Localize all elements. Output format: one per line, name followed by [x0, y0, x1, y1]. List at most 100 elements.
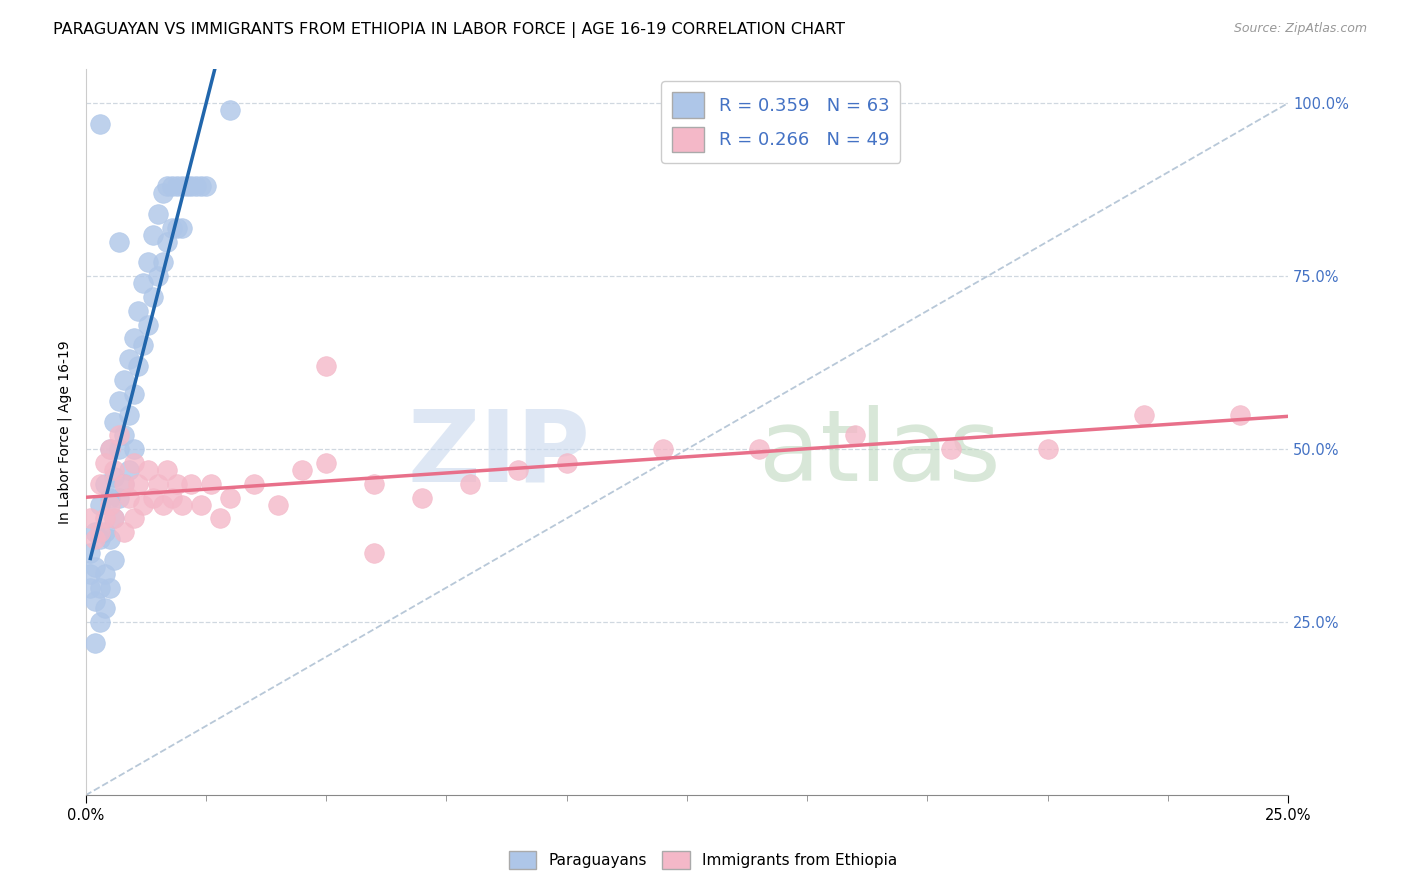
Point [98, 442, 121, 457]
Point [136, 463, 159, 477]
Point [152, 186, 174, 200]
Point [209, 511, 232, 525]
Point [84, 525, 107, 540]
Point [122, 511, 145, 525]
Point [267, 498, 290, 512]
Point [79, 511, 101, 525]
Point [176, 179, 198, 194]
Point [84, 532, 107, 546]
Point [146, 269, 169, 284]
Text: ZIP: ZIP [408, 405, 591, 502]
Point [844, 428, 866, 442]
Point [103, 553, 125, 567]
Point [112, 476, 135, 491]
Point [166, 476, 188, 491]
Point [160, 491, 183, 505]
Point [79, 581, 101, 595]
Point [363, 546, 385, 560]
Point [98, 581, 121, 595]
Point [108, 393, 131, 408]
Point [94, 511, 117, 525]
Point [460, 476, 482, 491]
Point [136, 255, 159, 269]
Point [170, 498, 193, 512]
Point [98, 491, 121, 505]
Point [94, 601, 117, 615]
Point [146, 476, 169, 491]
Point [108, 491, 131, 505]
Point [136, 318, 159, 332]
Point [94, 525, 117, 540]
Point [108, 428, 131, 442]
Point [103, 470, 125, 484]
Point [89, 615, 111, 630]
Point [103, 511, 125, 525]
Point [127, 303, 149, 318]
Point [315, 359, 337, 373]
Point [89, 476, 111, 491]
Point [218, 491, 240, 505]
Point [152, 255, 174, 269]
Point [132, 276, 155, 290]
Point [190, 179, 212, 194]
Point [112, 525, 135, 540]
Point [941, 442, 963, 457]
Point [103, 463, 125, 477]
Point [94, 476, 117, 491]
Point [98, 442, 121, 457]
Point [98, 498, 121, 512]
Point [84, 560, 107, 574]
Legend: Paraguayans, Immigrants from Ethiopia: Paraguayans, Immigrants from Ethiopia [503, 845, 903, 875]
Point [156, 179, 179, 194]
Point [160, 179, 183, 194]
Point [1133, 408, 1156, 422]
Point [170, 179, 193, 194]
Point [152, 498, 174, 512]
Point [190, 498, 212, 512]
Point [555, 456, 578, 470]
Point [291, 463, 314, 477]
Point [94, 456, 117, 470]
Point [108, 235, 131, 249]
Point [166, 179, 188, 194]
Point [166, 220, 188, 235]
Point [79, 566, 101, 581]
Point [146, 207, 169, 221]
Point [132, 498, 155, 512]
Point [89, 532, 111, 546]
Point [508, 463, 530, 477]
Point [243, 476, 266, 491]
Point [84, 594, 107, 608]
Text: PARAGUAYAN VS IMMIGRANTS FROM ETHIOPIA IN LABOR FORCE | AGE 16-19 CORRELATION CH: PARAGUAYAN VS IMMIGRANTS FROM ETHIOPIA I… [53, 22, 845, 38]
Point [89, 498, 111, 512]
Point [89, 117, 111, 131]
Point [103, 415, 125, 429]
Point [194, 179, 217, 194]
Legend: R = 0.359   N = 63, R = 0.266   N = 49: R = 0.359 N = 63, R = 0.266 N = 49 [661, 81, 900, 163]
Point [118, 491, 141, 505]
Point [411, 491, 433, 505]
Y-axis label: In Labor Force | Age 16-19: In Labor Force | Age 16-19 [58, 340, 72, 524]
Point [103, 511, 125, 525]
Point [160, 220, 183, 235]
Point [1036, 442, 1059, 457]
Point [315, 456, 337, 470]
Point [118, 408, 141, 422]
Point [118, 352, 141, 367]
Point [89, 525, 111, 540]
Point [156, 235, 179, 249]
Point [84, 636, 107, 650]
Point [94, 566, 117, 581]
Point [98, 532, 121, 546]
Point [142, 227, 165, 242]
Point [186, 179, 208, 194]
Point [79, 546, 101, 560]
Point [127, 359, 149, 373]
Point [180, 476, 202, 491]
Point [89, 581, 111, 595]
Point [748, 442, 770, 457]
Point [122, 331, 145, 345]
Point [122, 456, 145, 470]
Point [112, 428, 135, 442]
Point [156, 463, 179, 477]
